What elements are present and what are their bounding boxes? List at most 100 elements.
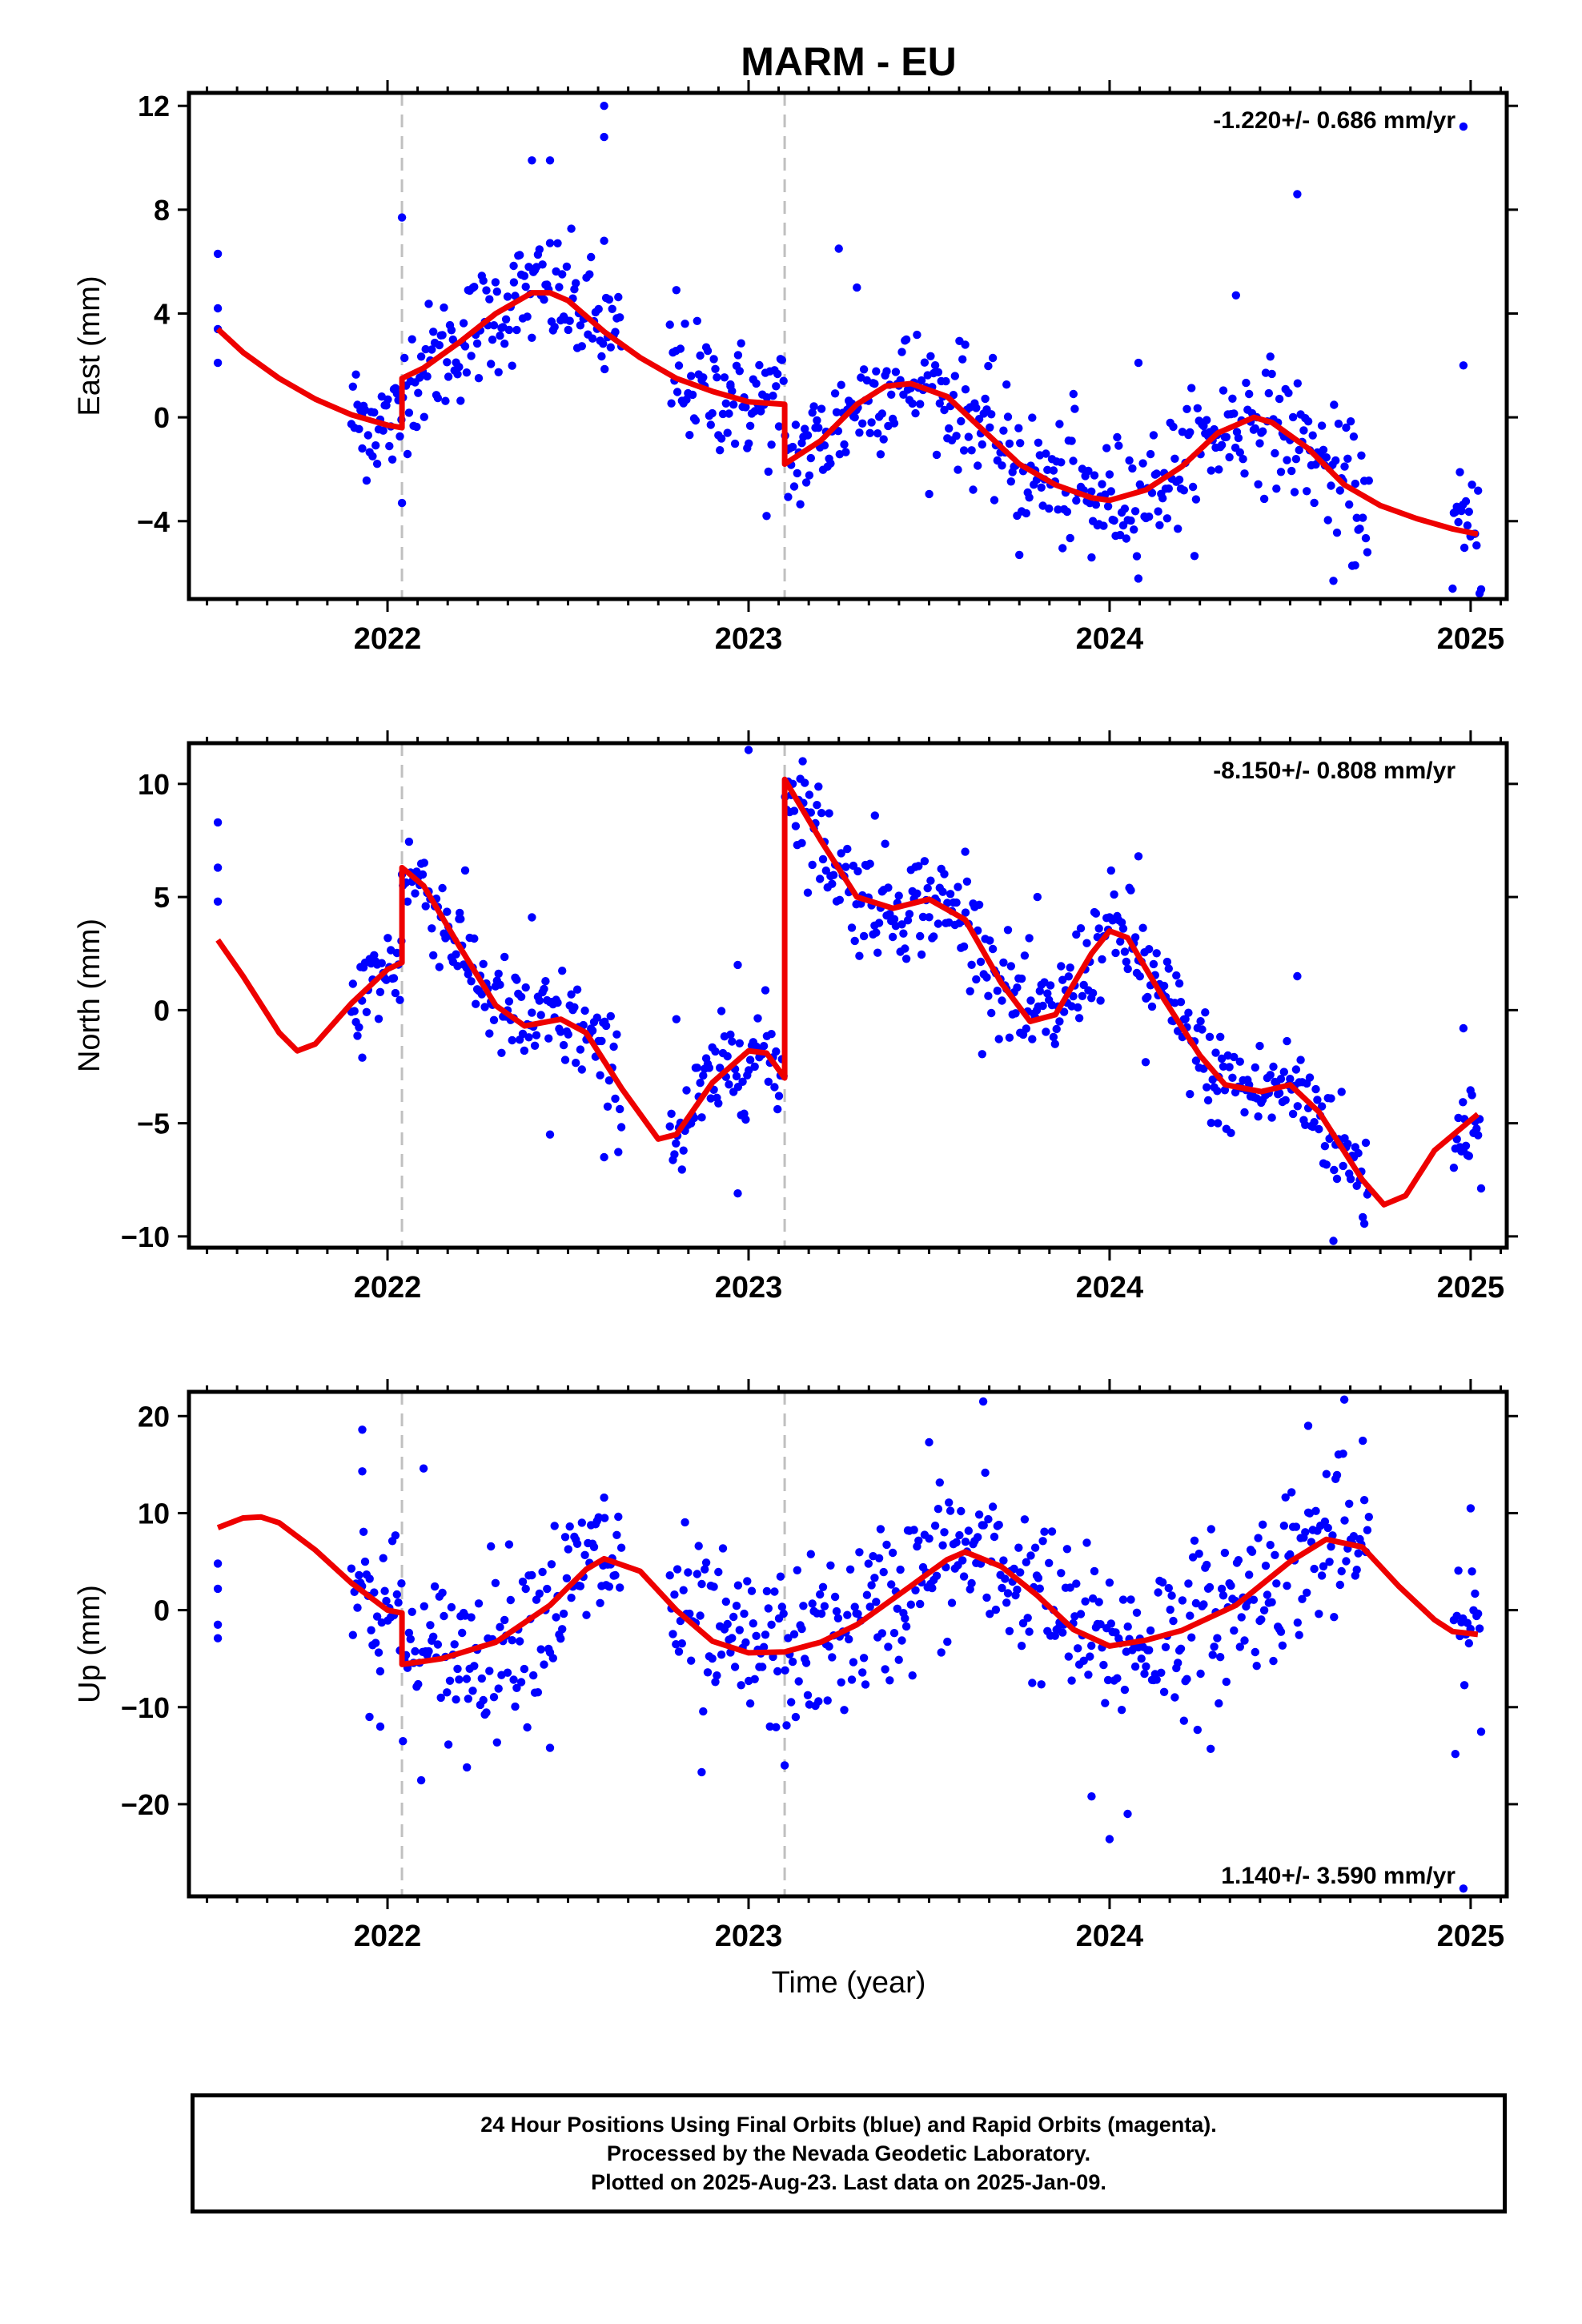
north-data-point bbox=[961, 908, 970, 917]
north-data-point bbox=[1305, 1073, 1315, 1082]
north-data-point bbox=[411, 889, 420, 898]
north-data-point bbox=[391, 988, 400, 998]
north-data-point bbox=[600, 1152, 608, 1162]
north-data-point bbox=[745, 1066, 753, 1075]
up-data-point bbox=[547, 1560, 556, 1569]
north-data-point bbox=[1281, 1096, 1290, 1105]
east-data-point bbox=[487, 360, 496, 368]
up-data-point bbox=[1311, 1506, 1320, 1516]
up-data-point bbox=[1337, 1566, 1346, 1576]
up-data-point bbox=[696, 1611, 705, 1620]
up-data-point bbox=[826, 1561, 835, 1570]
east-data-point bbox=[1235, 448, 1245, 457]
up-data-point bbox=[1174, 1659, 1182, 1667]
east-data-point bbox=[1351, 561, 1359, 570]
north-data-point bbox=[874, 919, 884, 927]
north-data-point bbox=[1050, 1039, 1060, 1048]
north-data-point bbox=[837, 849, 845, 858]
up-data-point bbox=[847, 1675, 857, 1684]
north-data-point bbox=[814, 782, 823, 791]
up-data-point bbox=[750, 1675, 759, 1683]
east-data-point bbox=[1319, 445, 1328, 454]
up-data-point bbox=[358, 1425, 367, 1434]
east-data-point bbox=[665, 320, 674, 329]
north-data-point bbox=[504, 997, 514, 1006]
up-data-point bbox=[528, 1570, 536, 1580]
north-data-point bbox=[1046, 981, 1055, 990]
up-data-point bbox=[500, 1615, 509, 1625]
north-data-point bbox=[472, 999, 480, 1008]
up-data-point bbox=[1352, 1566, 1361, 1574]
east-data-point bbox=[368, 452, 377, 460]
east-data-point bbox=[1116, 530, 1125, 540]
north-data-point bbox=[677, 1165, 686, 1174]
up-data-point bbox=[436, 1693, 445, 1703]
east-data-point bbox=[577, 342, 586, 351]
east-ytick-label: 4 bbox=[154, 297, 170, 330]
up-data-point bbox=[717, 1651, 726, 1659]
north-data-point bbox=[1332, 1174, 1342, 1184]
north-data-point bbox=[899, 929, 908, 938]
up-data-point bbox=[1342, 1557, 1351, 1566]
east-data-point bbox=[1332, 529, 1342, 537]
east-data-point bbox=[1215, 465, 1223, 474]
east-data-point bbox=[474, 374, 484, 383]
east-data-point bbox=[1242, 378, 1251, 388]
up-data-point bbox=[1249, 1595, 1259, 1604]
east-data-point bbox=[959, 446, 969, 455]
north-data-point bbox=[603, 1102, 612, 1112]
north-data-point bbox=[1186, 1090, 1195, 1099]
east-data-point bbox=[1287, 466, 1296, 476]
up-data-point bbox=[504, 1540, 514, 1549]
north-data-point bbox=[1174, 979, 1184, 988]
east-data-point bbox=[492, 287, 501, 296]
north-data-point bbox=[853, 866, 862, 876]
north-data-point bbox=[528, 913, 536, 922]
up-data-point bbox=[735, 1626, 744, 1634]
north-data-point bbox=[1227, 1128, 1235, 1138]
up-data-point bbox=[1451, 1750, 1460, 1759]
up-data-point bbox=[1084, 1671, 1093, 1679]
east-data-point bbox=[1110, 516, 1118, 525]
north-data-point bbox=[460, 866, 470, 875]
east-data-point bbox=[1349, 432, 1359, 441]
up-data-point bbox=[1020, 1515, 1030, 1524]
north-data-point bbox=[606, 1011, 615, 1021]
up-data-point bbox=[932, 1571, 942, 1581]
east-data-point bbox=[882, 367, 891, 376]
up-data-point bbox=[988, 1502, 998, 1511]
east-data-point bbox=[553, 239, 562, 247]
east-data-point bbox=[1164, 484, 1174, 493]
north-data-point bbox=[544, 1034, 553, 1043]
up-data-point bbox=[1017, 1642, 1026, 1651]
east-data-point bbox=[1132, 552, 1142, 561]
east-data-point bbox=[762, 512, 771, 521]
north-data-point bbox=[559, 1040, 568, 1050]
up-data-point bbox=[685, 1609, 694, 1618]
north-data-point bbox=[477, 990, 486, 999]
up-data-point bbox=[508, 1636, 516, 1645]
north-data-point bbox=[1172, 971, 1181, 980]
up-data-point bbox=[1354, 1549, 1363, 1558]
up-data-point bbox=[416, 1775, 426, 1785]
up-data-point bbox=[1303, 1421, 1313, 1430]
north-data-point bbox=[984, 991, 993, 1000]
up-data-point bbox=[1123, 1622, 1132, 1631]
up-data-point bbox=[855, 1548, 864, 1557]
east-data-point bbox=[1231, 291, 1241, 300]
up-data-point bbox=[896, 1565, 905, 1574]
north-data-point bbox=[1311, 1084, 1320, 1094]
north-panel: −10 −5 0 5 10 2022 2023 2024 2025 North (mm) -8.15… bbox=[73, 730, 1518, 1305]
north-data-point bbox=[1072, 930, 1081, 939]
north-data-point bbox=[532, 1031, 541, 1039]
north-data-point bbox=[1459, 1098, 1468, 1107]
up-data-point bbox=[1286, 1550, 1295, 1559]
east-data-point bbox=[1090, 471, 1099, 480]
east-data-point bbox=[585, 270, 594, 279]
up-data-point bbox=[520, 1664, 529, 1674]
east-data-point bbox=[696, 351, 705, 360]
up-data-point bbox=[853, 1610, 862, 1618]
up-data-point bbox=[867, 1581, 876, 1590]
east-data-point bbox=[1155, 521, 1164, 529]
up-data-point bbox=[580, 1550, 589, 1560]
